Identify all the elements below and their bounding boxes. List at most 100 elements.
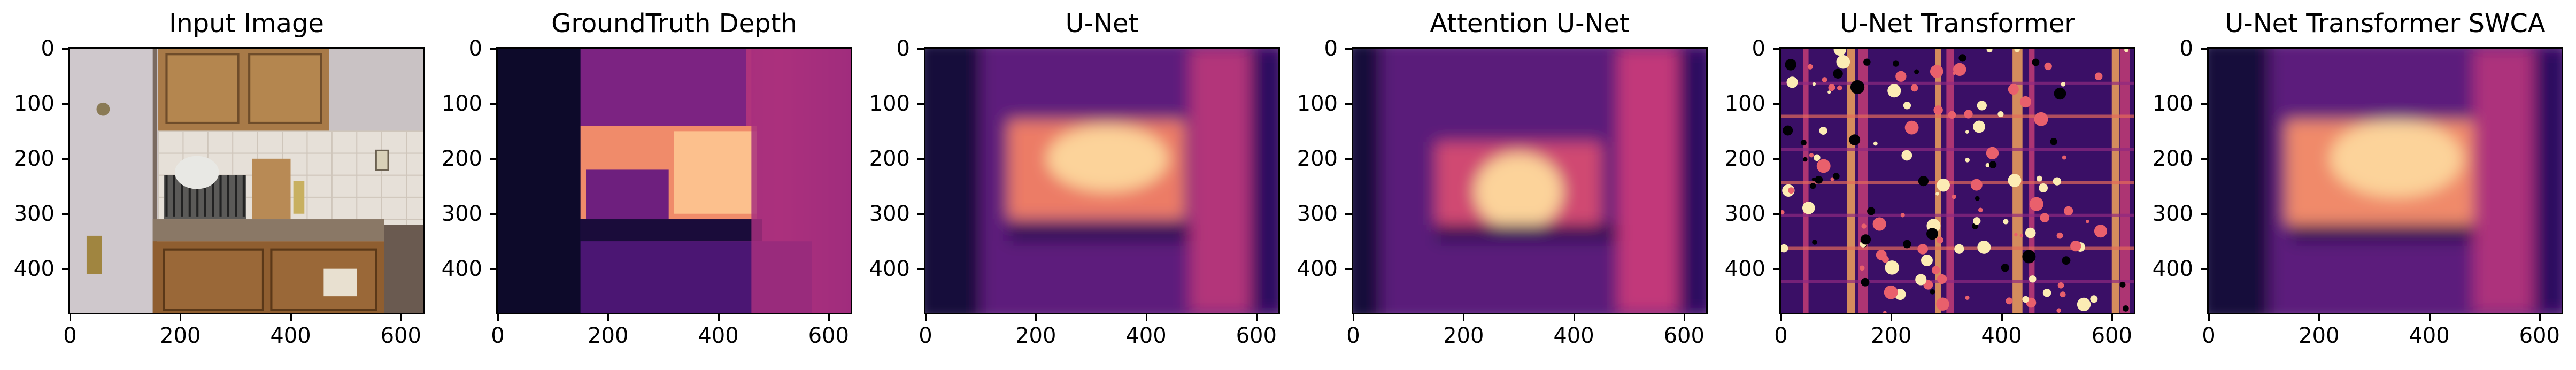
x-tick-label: 200 <box>588 323 629 348</box>
y-tick-label: 0 <box>1752 36 1765 61</box>
y-tick-label: 400 <box>2152 256 2193 281</box>
x-tick-mark <box>1255 314 1258 321</box>
x-tick-label: 200 <box>1443 323 1484 348</box>
y-tick-label: 0 <box>2179 36 2193 61</box>
x-tick-label: 200 <box>160 323 201 348</box>
x-tick-mark <box>1780 314 1782 321</box>
x-tick-mark <box>2318 314 2320 321</box>
y-tick-label: 300 <box>1724 201 1765 226</box>
panel-4: Attention U-Net 0 100 200 300 400 0 200 400 600 <box>1283 0 1708 370</box>
panel-title: Input Image <box>169 9 324 38</box>
x-tick-mark <box>2428 314 2431 321</box>
x-tick-label: 600 <box>808 323 849 348</box>
depth-image-noise <box>1779 47 2135 314</box>
depth-image-att <box>1352 47 1708 314</box>
x-tick-mark <box>2111 314 2113 321</box>
y-tick-mark <box>2201 48 2207 50</box>
y-tick-mark <box>1345 103 1352 105</box>
y-tick-label: 200 <box>2152 146 2193 171</box>
x-tick-mark <box>1463 314 1465 321</box>
y-tick-label: 400 <box>1297 256 1338 281</box>
x-tick-label: 400 <box>1125 323 1167 348</box>
x-tick-label: 400 <box>270 323 311 348</box>
x-tick-label: 400 <box>698 323 739 348</box>
x-tick-label: 400 <box>1553 323 1594 348</box>
depth-image-swca <box>2207 47 2563 314</box>
y-tick-mark <box>1773 48 1779 50</box>
y-tick-label: 300 <box>441 201 482 226</box>
depth-image-photo <box>68 47 425 314</box>
y-tick-mark <box>2201 213 2207 215</box>
y-tick-label: 200 <box>13 146 55 171</box>
panel-5: U-Net Transformer 0 100 200 300 400 0 200 400 600 <box>1711 0 2135 370</box>
y-tick-label: 300 <box>869 201 910 226</box>
x-tick-mark <box>70 314 71 321</box>
x-tick-label: 200 <box>1871 323 1912 348</box>
y-tick-label: 200 <box>1724 146 1765 171</box>
x-tick-mark <box>925 314 927 321</box>
depth-image-gt <box>496 47 852 314</box>
x-tick-mark <box>290 314 292 321</box>
y-tick-mark <box>917 268 924 270</box>
x-tick-mark <box>2208 314 2210 321</box>
y-tick-mark <box>490 268 496 270</box>
x-tick-mark <box>2539 314 2541 321</box>
y-tick-mark <box>62 48 68 50</box>
y-tick-mark <box>1773 103 1779 105</box>
y-tick-mark <box>490 158 496 160</box>
y-tick-mark <box>1773 213 1779 215</box>
y-tick-mark <box>917 158 924 160</box>
y-tick-label: 0 <box>896 36 910 61</box>
y-tick-label: 300 <box>1297 201 1338 226</box>
x-tick-label: 0 <box>1774 323 1788 348</box>
x-tick-mark <box>180 314 182 321</box>
y-tick-mark <box>1345 158 1352 160</box>
y-tick-mark <box>490 103 496 105</box>
y-tick-label: 100 <box>869 91 910 116</box>
panel-title: GroundTruth Depth <box>551 9 797 38</box>
x-tick-mark <box>607 314 610 321</box>
x-tick-mark <box>1353 314 1354 321</box>
y-tick-label: 400 <box>869 256 910 281</box>
y-tick-mark <box>1345 213 1352 215</box>
x-tick-mark <box>2001 314 2003 321</box>
x-tick-mark <box>718 314 720 321</box>
x-tick-label: 200 <box>2299 323 2340 348</box>
x-tick-mark <box>1035 314 1037 321</box>
x-tick-mark <box>1573 314 1575 321</box>
y-tick-label: 100 <box>1297 91 1338 116</box>
y-tick-mark <box>917 103 924 105</box>
y-tick-label: 0 <box>1324 36 1338 61</box>
panel-1: Input Image 0 100 200 300 400 0 200 400 600 <box>0 0 425 370</box>
x-tick-label: 0 <box>63 323 77 348</box>
y-tick-label: 100 <box>1724 91 1765 116</box>
panel-title: Attention U-Net <box>1430 9 1630 38</box>
x-tick-mark <box>497 314 499 321</box>
x-tick-mark <box>400 314 402 321</box>
x-tick-label: 0 <box>491 323 505 348</box>
x-tick-mark <box>1683 314 1685 321</box>
y-tick-label: 200 <box>1297 146 1338 171</box>
y-tick-label: 100 <box>441 91 482 116</box>
panel-title: U-Net <box>1065 9 1139 38</box>
y-tick-label: 100 <box>2152 91 2193 116</box>
panel-6: U-Net Transformer SWCA 0 100 200 300 400 0 200 4… <box>2139 0 2563 370</box>
y-tick-mark <box>62 158 68 160</box>
y-tick-mark <box>62 268 68 270</box>
panel-title: U-Net Transformer <box>1840 9 2075 38</box>
x-tick-label: 600 <box>380 323 421 348</box>
y-tick-mark <box>1773 158 1779 160</box>
y-tick-mark <box>2201 268 2207 270</box>
x-tick-mark <box>1891 314 1893 321</box>
y-tick-label: 400 <box>441 256 482 281</box>
x-tick-label: 0 <box>1346 323 1360 348</box>
x-tick-label: 600 <box>2091 323 2132 348</box>
depth-image-unet <box>924 47 1280 314</box>
x-tick-label: 600 <box>1663 323 1705 348</box>
y-tick-label: 300 <box>13 201 55 226</box>
y-tick-mark <box>62 213 68 215</box>
y-tick-label: 200 <box>869 146 910 171</box>
y-tick-mark <box>62 103 68 105</box>
panel-title: U-Net Transformer SWCA <box>2225 9 2546 38</box>
y-tick-mark <box>917 48 924 50</box>
